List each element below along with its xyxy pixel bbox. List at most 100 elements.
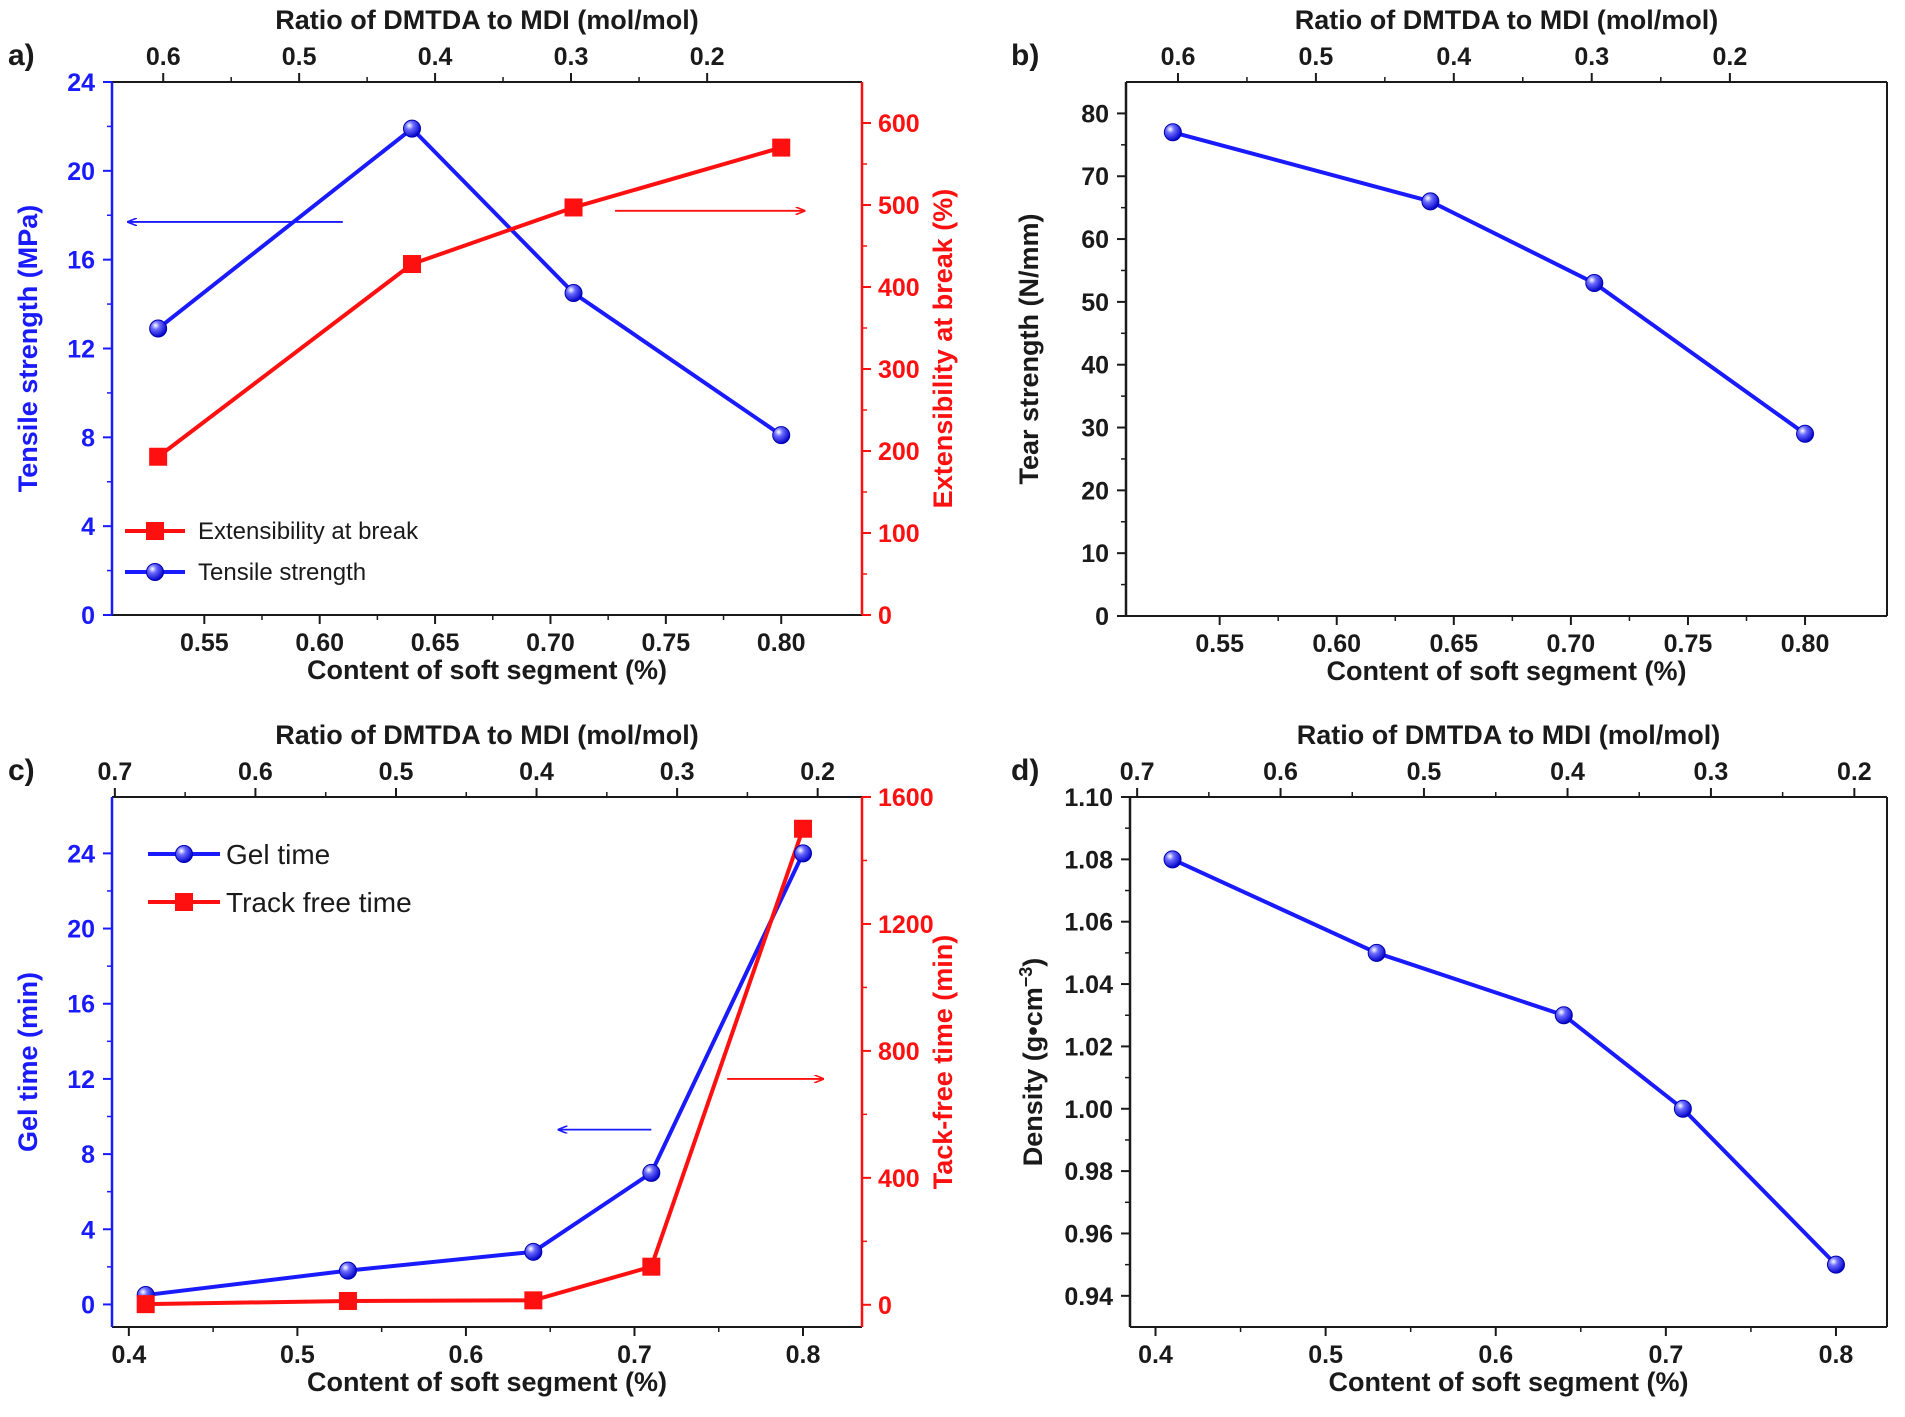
data-point	[1163, 850, 1182, 869]
series-line-gel-time	[145, 852, 805, 1298]
y-tick-label-left: 8	[81, 424, 95, 452]
top-tick-label: 0.3	[1694, 758, 1729, 786]
y-tick-label-left: 16	[67, 991, 95, 1019]
x-tick-label: 0.4	[111, 1341, 146, 1369]
y-axis-title-right: Extensibility at break (%)	[928, 189, 958, 509]
data-point	[1796, 424, 1815, 443]
panel-3: c) 0.4 0.5 0.6 0.7 0.8 Content of soft segment…	[8, 720, 958, 1397]
y-tick-label-right: 400	[878, 1165, 920, 1193]
top-tick-label: 0.3	[1574, 43, 1609, 71]
top-tick-label: 0.5	[379, 758, 414, 786]
x-tick-label: 0.7	[617, 1341, 652, 1369]
y-tick-label-left: 24	[67, 840, 95, 868]
y-tick-label-left: 12	[67, 1066, 95, 1094]
top-tick-label: 0.2	[1837, 758, 1872, 786]
x-tick-label: 0.80	[1781, 630, 1830, 658]
data-point	[1554, 1006, 1573, 1025]
y-tick-label-left: 0.94	[1064, 1283, 1113, 1311]
legend-label: Tensile strength	[198, 559, 366, 586]
y-tick-label-right: 100	[878, 520, 920, 548]
x-axis-title: Content of soft segment (%)	[1329, 1367, 1689, 1397]
y-tick-label-left: 1.04	[1064, 971, 1113, 999]
top-axis-title: Ratio of DMTDA to MDI (mol/mol)	[275, 5, 698, 35]
y-tick-label-left: 0.98	[1064, 1158, 1113, 1186]
series-line-density	[1171, 857, 1838, 1267]
top-tick-label: 0.5	[1407, 758, 1442, 786]
x-tick-label: 0.75	[1664, 630, 1713, 658]
series-line-extensibility-at-break	[156, 145, 782, 459]
x-tick-label: 0.55	[180, 629, 229, 657]
x-tick-label: 0.65	[411, 629, 460, 657]
y-tick-label-left: 20	[67, 158, 95, 186]
x-axis-title: Content of soft segment (%)	[1327, 656, 1687, 686]
x-axis-title: Content of soft segment (%)	[307, 655, 667, 685]
y-tick-label-right: 1600	[878, 784, 934, 812]
top-axis-title: Ratio of DMTDA to MDI (mol/mol)	[1297, 720, 1720, 750]
legend-marker	[175, 845, 193, 863]
top-tick-label: 0.2	[800, 758, 835, 786]
y-tick-label-left: 1.08	[1064, 846, 1113, 874]
legend-marker	[146, 522, 164, 540]
top-tick-label: 0.3	[554, 43, 589, 71]
top-tick-label: 0.6	[146, 43, 181, 71]
data-point	[642, 1163, 661, 1182]
series-line-tensile-strength	[156, 126, 783, 437]
y-tick-label-left: 0	[1095, 603, 1109, 631]
x-tick-label: 0.8	[786, 1341, 821, 1369]
panel-label: c)	[8, 754, 35, 787]
x-tick-label: 0.7	[1648, 1341, 1683, 1369]
y-tick-label-right: 0	[878, 602, 892, 630]
data-point	[524, 1291, 543, 1310]
legend-marker	[175, 893, 193, 911]
y-tick-label-left: 30	[1081, 415, 1109, 443]
data-point	[1826, 1255, 1845, 1274]
y-tick-label-left: 60	[1081, 226, 1109, 254]
y-tick-label-left: 10	[1081, 540, 1109, 568]
data-point	[149, 447, 168, 466]
top-tick-label: 0.5	[282, 43, 317, 71]
y-tick-label-right: 800	[878, 1038, 920, 1066]
y-tick-label-right: 600	[878, 110, 920, 138]
x-tick-label: 0.70	[1547, 630, 1596, 658]
data-point	[403, 255, 421, 274]
y-tick-label-left: 16	[67, 247, 95, 275]
top-axis-title: Ratio of DMTDA to MDI (mol/mol)	[1295, 5, 1718, 35]
legend: Gel time Track free time	[148, 839, 412, 918]
x-tick-label: 0.4	[1138, 1341, 1173, 1369]
y-tick-label-left: 40	[1081, 352, 1109, 380]
y-axis-title-left: Tear strength (N/mm)	[1014, 213, 1044, 484]
y-tick-label-left: 20	[1081, 477, 1109, 505]
panel-4: d) 0.4 0.5 0.6 0.7 0.8 Content of soft segment…	[1011, 720, 1888, 1397]
panel-label: d)	[1011, 754, 1039, 787]
data-point	[794, 844, 813, 863]
top-tick-label: 0.6	[1161, 43, 1196, 71]
y-tick-label-left: 12	[67, 336, 95, 364]
top-tick-label: 0.2	[690, 43, 725, 71]
y-tick-label-left: 1.06	[1064, 909, 1113, 937]
top-tick-label: 0.6	[1263, 758, 1298, 786]
legend-marker	[146, 563, 164, 581]
x-tick-label: 0.75	[642, 629, 691, 657]
y-tick-label-right: 400	[878, 274, 920, 302]
top-tick-label: 0.4	[418, 43, 453, 71]
x-tick-label: 0.60	[1312, 630, 1361, 658]
y-tick-label-left: 1.10	[1064, 784, 1113, 812]
top-tick-label: 0.7	[97, 758, 132, 786]
y-tick-label-left: 0.96	[1064, 1220, 1113, 1248]
top-tick-label: 0.3	[660, 758, 695, 786]
data-point	[1367, 943, 1386, 962]
y-tick-label-left: 4	[81, 513, 95, 541]
panel-label: a)	[8, 39, 35, 72]
legend-label: Gel time	[226, 839, 330, 870]
x-axis-title: Content of soft segment (%)	[307, 1367, 667, 1397]
y-tick-label-right: 300	[878, 356, 920, 384]
y-tick-label-left: 50	[1081, 289, 1109, 317]
x-tick-label: 0.80	[757, 629, 806, 657]
data-point	[1421, 192, 1440, 211]
y-tick-label-right: 1200	[878, 911, 934, 939]
data-point	[338, 1291, 357, 1310]
data-point	[1585, 274, 1604, 293]
